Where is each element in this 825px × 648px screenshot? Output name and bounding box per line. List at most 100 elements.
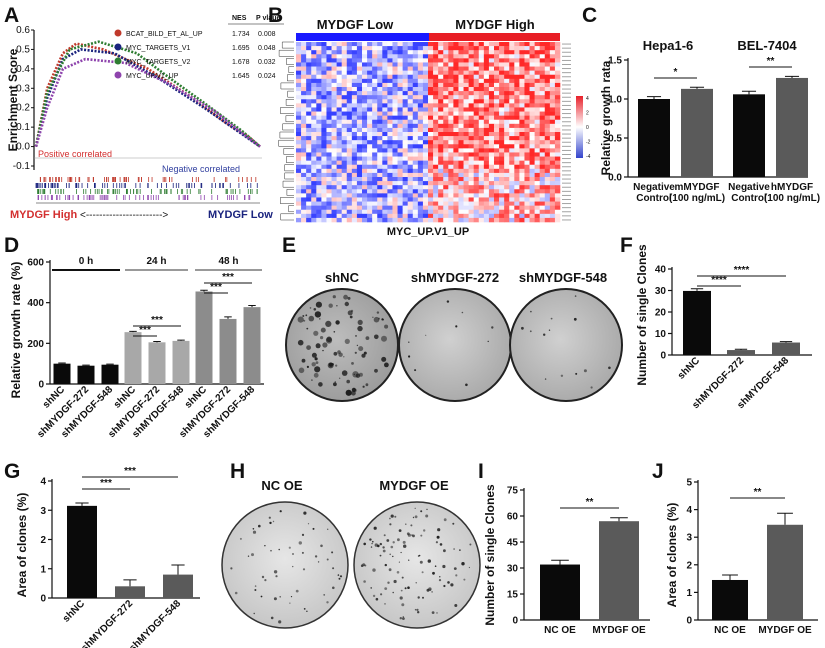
panel-b-cell — [387, 91, 393, 96]
panel-b-cell — [509, 87, 515, 92]
panel-d-bar-1 — [77, 365, 95, 384]
panel-i-ytick-label-5: 75 — [507, 486, 519, 497]
panel-b-cell — [412, 103, 419, 108]
panel-h-colony — [420, 510, 423, 513]
panel-b-cell — [504, 127, 510, 133]
panel-b-cell — [443, 201, 449, 206]
panel-b-cell — [539, 201, 546, 206]
panel-b-cell — [351, 148, 358, 153]
panel-b-cell — [412, 140, 419, 145]
panel-b-cell — [351, 156, 358, 161]
panel-b-cell — [519, 58, 525, 63]
panel-b-cell — [346, 213, 353, 219]
panel-b-cell — [356, 181, 363, 186]
panel-b-cell — [321, 46, 327, 51]
panel-b-cell — [407, 66, 414, 71]
panel-b-cell — [468, 46, 474, 51]
panel-b-cell — [321, 164, 327, 170]
panel-b-cell — [514, 160, 520, 166]
panel-h-colony — [399, 596, 403, 600]
panel-b-cell — [316, 107, 322, 112]
panel-b-cell — [356, 127, 363, 133]
panel-b-cell — [422, 140, 429, 145]
panel-b-cell — [407, 91, 414, 96]
panel-b-cell — [346, 123, 353, 129]
panel-b-cell — [544, 185, 551, 190]
panel-b-cell — [311, 185, 317, 190]
panel-e-colony-dots — [297, 294, 611, 396]
panel-b-cell — [519, 66, 525, 71]
panel-b-cell — [438, 185, 444, 190]
panel-b-cell — [301, 213, 307, 219]
panel-b-cell — [326, 91, 332, 96]
panel-g-sig-label-1: *** — [124, 466, 136, 477]
panel-b-cell — [392, 189, 398, 194]
panel-b-cell — [402, 46, 408, 51]
panel-h-colony — [402, 617, 405, 620]
panel-b-cell — [372, 127, 378, 133]
panel-b-cell — [382, 177, 388, 182]
panel-b-cell — [351, 123, 358, 129]
panel-a-series-3 — [34, 57, 261, 148]
panel-b-cell — [529, 99, 535, 104]
panel-b-cell — [422, 152, 429, 157]
panel-b-cell — [316, 164, 322, 170]
panel-b-cell — [519, 197, 525, 202]
panel-b-cell — [554, 152, 561, 157]
panel-b-cell — [554, 136, 561, 141]
panel-b-cell — [448, 185, 454, 190]
panel-b-cell — [296, 213, 302, 219]
panel-b-cell — [448, 111, 454, 116]
panel-b-cell — [438, 193, 444, 198]
panel-b-cell — [382, 66, 388, 71]
panel-b-cell — [468, 123, 474, 129]
panel-b-cell — [407, 87, 414, 92]
panel-b-cell — [473, 152, 480, 157]
panel-b-cell — [306, 42, 312, 47]
panel-b-cell — [392, 144, 398, 149]
panel-b-cell — [539, 177, 546, 182]
panel-b-cell — [372, 172, 378, 178]
panel-b-cell — [412, 193, 419, 198]
panel-b-cell — [367, 132, 373, 137]
panel-b-cell — [397, 58, 403, 63]
panel-b-cell — [478, 172, 485, 178]
panel-b-cell — [397, 123, 403, 129]
panel-b-cell — [296, 74, 302, 80]
panel-f-bar-0 — [683, 290, 711, 355]
panel-b-cell — [453, 213, 459, 219]
panel-e-colony-images: shNC shMYDGF-272 shMYDGF-548 — [285, 270, 623, 402]
panel-d-group-label-1: 24 h — [146, 256, 166, 267]
panel-b-cell — [428, 54, 434, 59]
panel-b-cell — [519, 111, 525, 116]
panel-b-cell — [549, 144, 556, 149]
panel-b-cell — [483, 136, 490, 141]
panel-b-cell — [346, 197, 353, 202]
panel-b-cell — [377, 42, 383, 47]
panel-b-cell — [438, 111, 444, 116]
panel-b-cell — [458, 123, 464, 129]
panel-b-cell — [331, 177, 337, 182]
panel-b-cell — [453, 172, 459, 178]
panel-h-colony — [337, 574, 340, 576]
panel-b-cell — [448, 205, 454, 211]
panel-b-cell — [494, 197, 500, 202]
panel-e-colony — [414, 369, 417, 372]
panel-e-colony — [381, 356, 387, 362]
panel-b-cell — [341, 152, 348, 157]
panel-b-cell — [306, 127, 312, 133]
panel-b-cell — [514, 197, 520, 202]
panel-b-cell — [311, 111, 317, 116]
panel-b-cell — [402, 115, 408, 121]
panel-b-cell — [544, 172, 551, 178]
panel-b-cell — [367, 217, 373, 223]
panel-b-cell — [433, 66, 439, 71]
panel-b-cell — [499, 160, 505, 166]
panel-b-gene-labels — [562, 43, 571, 221]
panel-b-cell — [524, 127, 530, 133]
panel-b-cell — [296, 189, 302, 194]
panel-b-cell — [499, 119, 505, 125]
panel-b-cell — [524, 193, 530, 198]
panel-b-dendro-branch — [288, 205, 294, 213]
